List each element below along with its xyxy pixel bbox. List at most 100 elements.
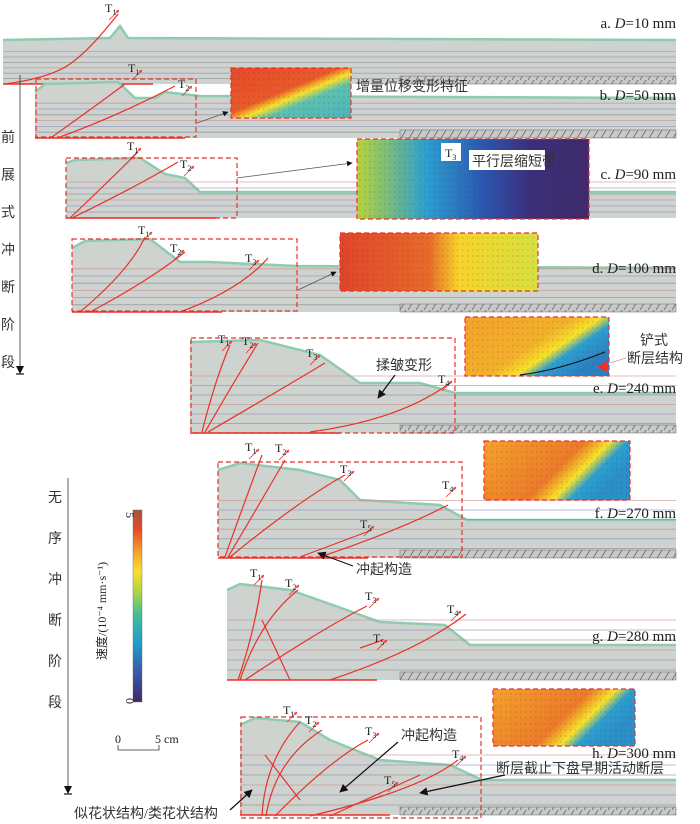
stage-disorder-char: 无 bbox=[48, 491, 62, 506]
panel-label-e: e. D=240 mm bbox=[593, 381, 676, 397]
slip-arrow-icon bbox=[108, 9, 120, 21]
surface-layer bbox=[2, 23, 677, 42]
annotation-arrow bbox=[339, 741, 399, 793]
arrow-down-icon bbox=[16, 366, 24, 374]
slip-arrow-icon bbox=[368, 732, 380, 744]
thrust-fault bbox=[89, 251, 186, 313]
panel-g bbox=[226, 574, 677, 681]
panel-d bbox=[71, 231, 677, 313]
thrust-fault bbox=[309, 382, 451, 433]
surface-layer bbox=[189, 338, 676, 395]
stage-disorder-char: 段 bbox=[48, 695, 62, 711]
panel-label-g: g. D=280 mm bbox=[592, 629, 676, 645]
stage-forward-char: 前 bbox=[1, 129, 15, 146]
slip-arrow-icon bbox=[450, 610, 462, 622]
fault-label-T1: T1 bbox=[128, 61, 139, 77]
annotation-fault-truncation: 断层截止下盘早期活动断层 bbox=[496, 760, 664, 777]
slip-arrow-icon bbox=[368, 597, 380, 609]
label-bg bbox=[441, 143, 461, 161]
fault-label-T2: T2 bbox=[242, 334, 253, 350]
panel-h bbox=[239, 688, 677, 819]
piv-inset bbox=[339, 232, 539, 292]
surface-layer bbox=[239, 716, 676, 782]
connector-arrow bbox=[297, 271, 337, 291]
fault-label-T1: T1 bbox=[250, 566, 261, 582]
slip-arrow-icon bbox=[248, 259, 260, 271]
stage-disorder-char: 序 bbox=[48, 531, 62, 547]
focus-box bbox=[65, 157, 238, 219]
colorbar-max: 5 bbox=[123, 512, 137, 518]
stage-disorder-char: 断 bbox=[48, 613, 62, 629]
annotation-bg bbox=[469, 150, 545, 170]
thrust-fault bbox=[204, 342, 259, 433]
stage-forward-char: 展 bbox=[1, 169, 15, 184]
annotation-parallel-shortening: 平行层缩短带 bbox=[472, 154, 556, 170]
thrust-fault bbox=[4, 13, 119, 85]
slip-arrow-icon bbox=[455, 755, 467, 767]
surface-layer bbox=[34, 80, 677, 100]
connector-arrow bbox=[196, 111, 229, 124]
annotation-flower-structure: 似花状结构/类花状结构 bbox=[74, 806, 218, 822]
piv-inset bbox=[492, 688, 636, 747]
listric-fault-trace bbox=[519, 351, 606, 376]
annotation-arrow bbox=[377, 374, 396, 399]
thrust-fault bbox=[59, 85, 176, 138]
thrust-fault bbox=[71, 161, 179, 219]
inset-border bbox=[483, 440, 631, 501]
colorbar-min: 0 bbox=[123, 698, 137, 704]
arrow-down-icon bbox=[64, 786, 72, 794]
stage-forward-char: 阶 bbox=[1, 318, 15, 334]
piv-inset bbox=[483, 440, 631, 501]
slip-arrow-icon bbox=[343, 470, 355, 482]
slip-arrow-icon bbox=[181, 85, 193, 97]
fault-label-T4: T4 bbox=[438, 372, 449, 388]
thrust-fault bbox=[201, 344, 231, 433]
stage-disorder-char: 冲 bbox=[48, 572, 62, 588]
inset-border bbox=[339, 232, 539, 292]
fault-label-T5: T5 bbox=[360, 517, 371, 533]
connector-arrow bbox=[236, 160, 353, 179]
slip-arrow-icon bbox=[387, 781, 399, 793]
slip-arrow-icon bbox=[308, 721, 320, 733]
slip-arrow-icon bbox=[173, 249, 185, 261]
fault-label-T3: T3 bbox=[365, 589, 376, 605]
slip-arrow-icon bbox=[183, 165, 195, 177]
fault-label-T1: T1 bbox=[245, 440, 256, 456]
thrust-fault bbox=[264, 754, 301, 801]
fault-label-T3: T3 bbox=[306, 346, 317, 362]
scale-bar bbox=[117, 745, 160, 751]
thrust-fault bbox=[261, 619, 291, 681]
inset-border bbox=[464, 316, 610, 377]
fault-label-T2: T2 bbox=[275, 441, 286, 457]
stage-disorder-char: 阶 bbox=[48, 654, 62, 670]
slip-arrow-icon bbox=[309, 354, 321, 366]
inset-border bbox=[492, 688, 636, 747]
fault-label-T2: T2 bbox=[285, 576, 296, 592]
thrust-fault bbox=[329, 613, 467, 681]
rigid-base-plate bbox=[399, 549, 677, 559]
scale-end: 5 cm bbox=[155, 732, 179, 746]
thrust-fault bbox=[237, 579, 263, 681]
slip-arrow-icon bbox=[445, 486, 457, 498]
thrust-fault bbox=[244, 605, 368, 681]
scale-start: 0 bbox=[115, 732, 121, 746]
stage-forward-char: 段 bbox=[1, 355, 15, 371]
fault-label-T2: T2 bbox=[170, 241, 181, 257]
panel-label-a: a. D=10 mm bbox=[600, 16, 676, 32]
panel-label-f: f. D=270 mm bbox=[595, 506, 677, 522]
fault-label-T1: T1 bbox=[105, 1, 116, 17]
piv-velocity-field bbox=[465, 317, 609, 376]
piv-velocity-field bbox=[493, 689, 635, 746]
rigid-base-plate bbox=[399, 75, 677, 85]
rigid-base-plate bbox=[399, 671, 677, 681]
focus-box bbox=[35, 78, 197, 138]
thrust-fault bbox=[79, 236, 146, 313]
thrust-fault bbox=[207, 362, 326, 433]
fault-label-T1: T1 bbox=[127, 139, 138, 155]
annotation-arrow bbox=[419, 774, 506, 796]
stage-forward-char: 断 bbox=[1, 280, 15, 296]
fault-label-T4: T4 bbox=[442, 478, 453, 494]
inset-border bbox=[356, 138, 590, 220]
thrust-fault bbox=[274, 739, 369, 817]
fault-label-T5: T5 bbox=[384, 773, 395, 789]
